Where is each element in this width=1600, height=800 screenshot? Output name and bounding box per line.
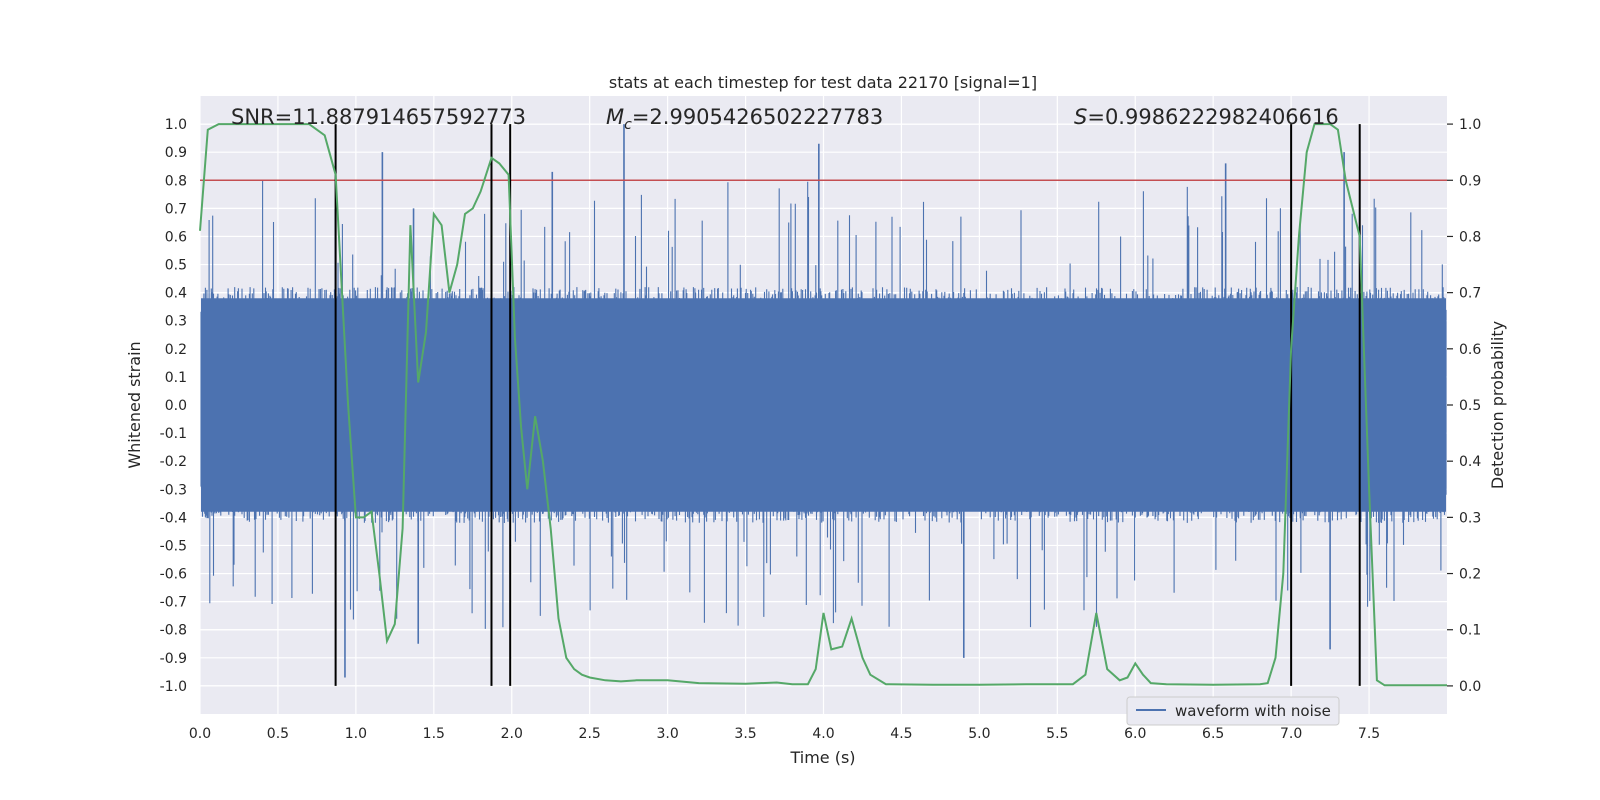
y-tick-label: -0.7 [160, 595, 187, 611]
snr-annotation: SNR=11.887914657592773 [231, 105, 526, 129]
right-tick-label: 1.0 [1459, 117, 1481, 133]
mc-symbol: M [606, 105, 624, 129]
x-axis-ticks: 0.0 0.5 1.0 1.5 2.0 2.5 3.0 3.5 4.0 4.5 5.0 5.5 6.0 6… [189, 726, 1380, 742]
y-tick-label: 0.0 [165, 398, 187, 414]
y-tick-label: 0.5 [165, 258, 187, 274]
x-tick-label: 1.0 [345, 726, 367, 742]
probability-curve-group [199, 123, 1447, 687]
right-axis-label: Detection probability [1488, 321, 1507, 489]
y-tick-label: 1.0 [165, 117, 187, 133]
y-tick-label: 0.9 [165, 145, 187, 161]
waveform-core [201, 298, 1446, 512]
s-annotation: S=0.9986222982406616 [1074, 105, 1339, 129]
x-tick-label: 5.5 [1046, 726, 1068, 742]
y-tick-label: -0.1 [160, 426, 187, 442]
x-tick-label: 2.0 [501, 726, 523, 742]
x-tick-label: 0.5 [267, 726, 289, 742]
s-value: =0.9986222982406616 [1087, 105, 1338, 129]
y-tick-label: -0.4 [160, 510, 187, 526]
y-tick-label: 0.6 [165, 229, 187, 245]
mc-subscript: c [624, 117, 632, 133]
legend-label: waveform with noise [1175, 702, 1331, 720]
y-tick-label: 0.7 [165, 201, 187, 217]
y-tick-label: 0.3 [165, 314, 187, 330]
right-tick-label: 0.0 [1459, 679, 1481, 695]
y-tick-label: 0.1 [165, 370, 187, 386]
x-tick-label: 3.0 [656, 726, 678, 742]
y-tick-label: 0.4 [165, 286, 187, 302]
right-tick-label: 0.6 [1459, 342, 1481, 358]
s-symbol: S [1074, 105, 1087, 129]
y-axis-label: Whitened strain [125, 341, 144, 468]
x-tick-label: 7.0 [1280, 726, 1302, 742]
right-axis-ticks: 0.0 0.1 0.2 0.3 0.4 0.5 0.6 0.7 0.8 0.9 1.0 [1447, 117, 1481, 695]
y-tick-label: -0.3 [160, 482, 187, 498]
x-tick-label: 3.5 [734, 726, 756, 742]
x-axis-label: Time (s) [789, 748, 855, 767]
x-tick-label: 2.5 [579, 726, 601, 742]
mc-value: =2.9905426502227783 [632, 105, 883, 129]
right-tick-label: 0.3 [1459, 510, 1481, 526]
right-tick-label: 0.4 [1459, 454, 1481, 470]
y-tick-label: -0.5 [160, 538, 187, 554]
y-tick-label: -0.9 [160, 651, 187, 667]
mc-annotation: Mc=2.9905426502227783 [606, 105, 883, 133]
legend: waveform with noise [1126, 696, 1340, 726]
x-tick-label: 0.0 [189, 726, 211, 742]
right-tick-label: 0.2 [1459, 567, 1481, 583]
x-tick-label: 4.5 [890, 726, 912, 742]
x-tick-label: 6.5 [1202, 726, 1224, 742]
right-tick-label: 0.7 [1459, 286, 1481, 302]
y-axis-ticks: -1.0 -0.9 -0.8 -0.7 -0.6 -0.5 -0.4 -0.3 -0.2 -0.1… [160, 117, 187, 695]
y-tick-label: -0.2 [160, 454, 187, 470]
right-tick-label: 0.1 [1459, 623, 1481, 639]
right-tick-label: 0.9 [1459, 173, 1481, 189]
chart-title: stats at each timestep for test data 221… [609, 73, 1037, 92]
x-tick-label: 5.0 [968, 726, 990, 742]
x-tick-label: 7.5 [1358, 726, 1380, 742]
y-tick-label: 0.2 [165, 342, 187, 358]
x-tick-label: 6.0 [1124, 726, 1146, 742]
y-tick-label: -1.0 [160, 679, 187, 695]
y-tick-label: -0.8 [160, 623, 187, 639]
right-tick-label: 0.8 [1459, 229, 1481, 245]
y-tick-label: 0.8 [165, 173, 187, 189]
x-tick-label: 4.0 [812, 726, 834, 742]
y-tick-label: -0.6 [160, 567, 187, 583]
right-tick-label: 0.5 [1459, 398, 1481, 414]
annotations: SNR=11.887914657592773 Mc=2.990542650222… [231, 105, 1339, 133]
detection-probability-line [199, 123, 1447, 687]
x-tick-label: 1.5 [423, 726, 445, 742]
legend-box [1126, 696, 1340, 726]
vertical-markers [334, 124, 1361, 686]
